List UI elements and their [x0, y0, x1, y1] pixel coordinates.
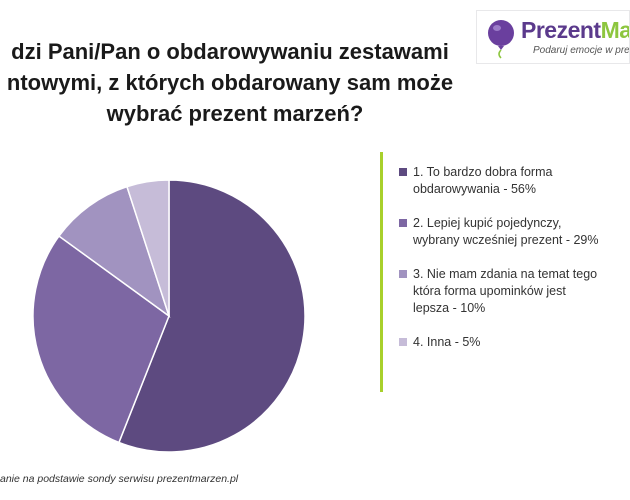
legend-swatch-3	[399, 270, 407, 278]
chart-title-line-2: ntowymi, z których obdarowany sam może	[6, 70, 454, 95]
legend-label-3-line-2: która forma upominków jest	[413, 284, 566, 298]
pie-slice-4	[126, 179, 170, 317]
legend-item-3: 3. Nie mam zdania na temat tego która fo…	[399, 266, 627, 317]
pie-slice-1	[117, 179, 306, 453]
legend-label-3-line-3: lepsza - 10%	[413, 301, 486, 315]
chart-title: dzi Pani/Pan o obdarowywaniu zestawami n…	[0, 36, 470, 129]
logo-tagline: Podaruj emocje w prez	[533, 45, 630, 56]
legend-label-4-line-1: 4. Inna - 5%	[413, 335, 481, 349]
chart-title-line-1: dzi Pani/Pan o obdarowywaniu zestawami	[11, 39, 449, 64]
legend-label-2-line-1: 2. Lepiej kupić pojedynczy,	[413, 216, 562, 230]
logo-wordmark-main: Prezent	[521, 17, 601, 43]
legend-label-1-line-1: 1. To bardzo dobra forma	[413, 165, 553, 179]
legend-swatch-4	[399, 338, 407, 346]
legend-item-4: 4. Inna - 5%	[399, 334, 627, 351]
legend-item-2: 2. Lepiej kupić pojedynczy, wybrany wcze…	[399, 215, 627, 249]
legend-swatch-1	[399, 168, 407, 176]
legend-item-1: 1. To bardzo dobra forma obdarowywania -…	[399, 164, 627, 198]
legend-accent-bar	[380, 152, 383, 392]
logo-wordmark-cut: Mar	[600, 17, 629, 43]
chart-legend: 1. To bardzo dobra forma obdarowywania -…	[399, 164, 627, 368]
legend-swatch-2	[399, 219, 407, 227]
legend-label-1-line-2: obdarowywania - 56%	[413, 182, 536, 196]
pie-slice-2	[32, 235, 170, 444]
legend-label-2-line-2: wybrany wcześniej prezent - 29%	[413, 233, 599, 247]
gift-balloon-icon	[488, 20, 514, 59]
source-note: anie na podstawie sondy serwisu prezentm…	[0, 473, 239, 485]
pie-slice-3	[57, 185, 171, 318]
legend-label-3-line-1: 3. Nie mam zdania na temat tego	[413, 267, 598, 281]
chart-title-line-3: wybrać prezent marzeń?	[106, 101, 364, 126]
logo-wordmark: PrezentMar	[521, 17, 629, 44]
